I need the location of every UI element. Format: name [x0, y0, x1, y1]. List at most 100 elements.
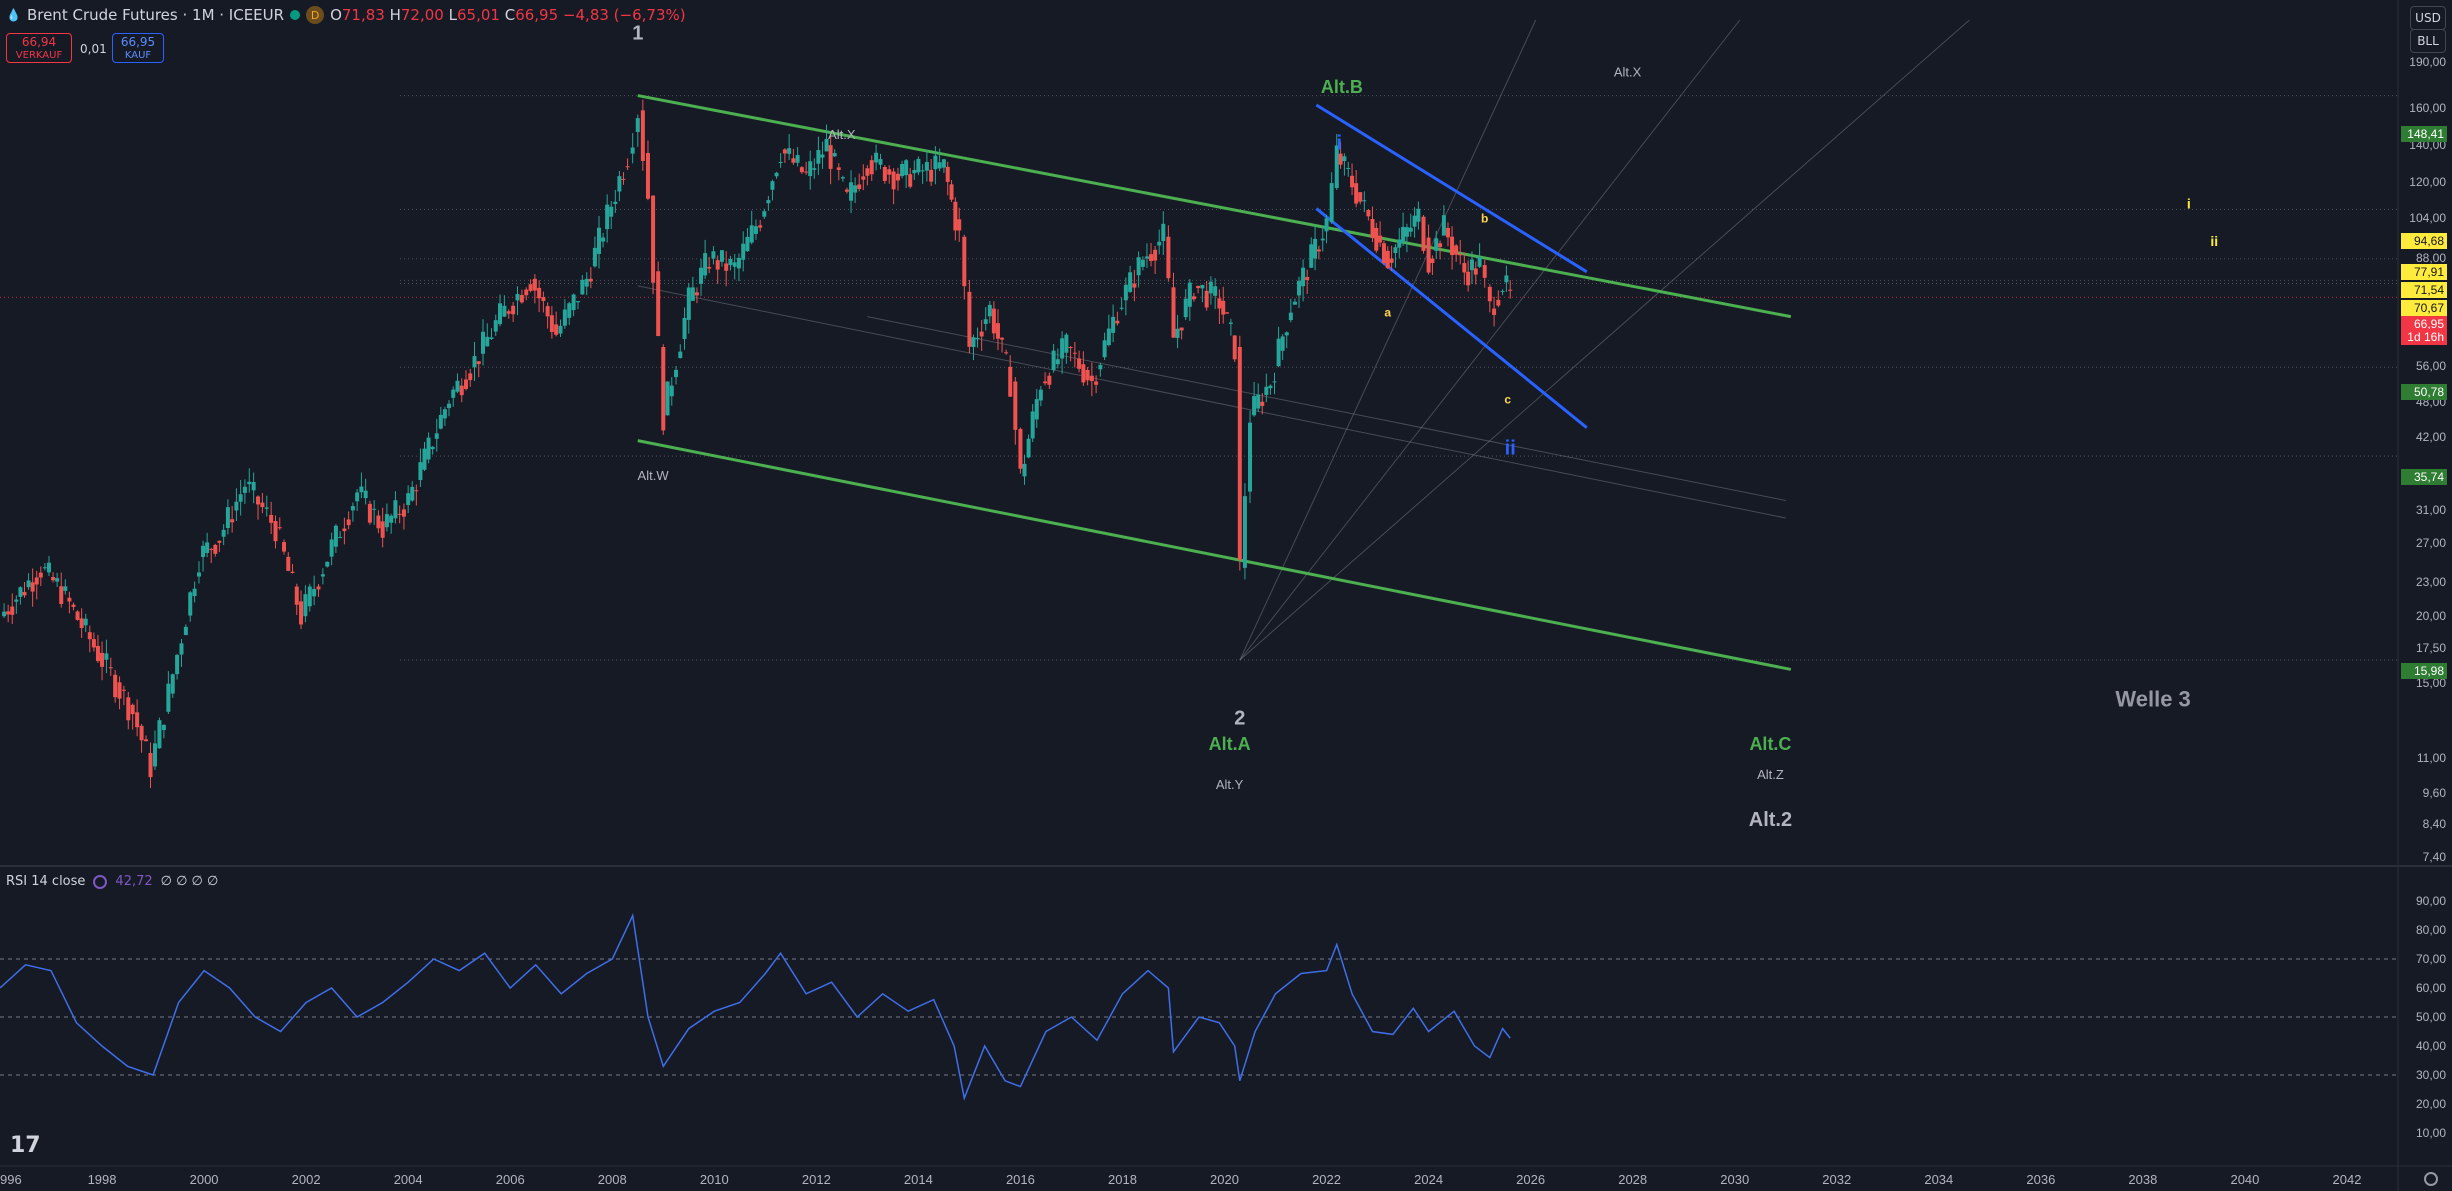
candle-down	[1366, 210, 1371, 217]
settings-gear-icon[interactable]	[2424, 1172, 2438, 1186]
candle-down	[476, 361, 481, 365]
oil-drop-icon: 💧	[6, 8, 21, 22]
candle-up	[1252, 396, 1257, 416]
price-tag	[2401, 264, 2447, 280]
tradingview-logo-icon[interactable]: 17	[10, 1133, 41, 1158]
candle-up	[1408, 227, 1413, 232]
candle-up	[247, 481, 252, 485]
rsi-axis[interactable]: 90,00 80,00 70,00 60,00 50,00 40,00 30,00 20,00…	[2416, 894, 2446, 1140]
buy-button[interactable]: 66,95 KAUF	[112, 33, 164, 63]
candle-down	[1225, 312, 1230, 314]
candle-up	[1051, 350, 1056, 370]
wave-label-a: a	[1384, 306, 1391, 320]
candle-up	[410, 486, 415, 501]
channel-lower-blue	[1315, 207, 1588, 429]
candle-down	[537, 287, 542, 299]
candle-up	[442, 409, 447, 419]
candle-down	[962, 236, 967, 287]
buy-label: KAUF	[124, 50, 152, 61]
candle-down	[1378, 235, 1383, 243]
time-tick-label: 2004	[394, 1172, 423, 1187]
candle-down	[1179, 327, 1184, 331]
candle-down	[967, 291, 972, 347]
candle-up	[1064, 334, 1069, 353]
candle-up	[422, 448, 427, 470]
rsi-extra-values: ∅ ∅ ∅ ∅	[160, 874, 219, 889]
rsi-line	[0, 912, 1511, 1101]
candle-up	[1055, 359, 1060, 365]
candle-down	[463, 379, 468, 389]
interval-badge[interactable]: D	[306, 6, 325, 24]
candle-up	[493, 320, 498, 332]
candle-down	[782, 149, 787, 154]
indicator-settings-icon[interactable]	[93, 874, 108, 889]
candle-up	[686, 287, 691, 320]
candle-down	[625, 166, 630, 168]
candle-down	[1132, 283, 1137, 288]
candle-up	[933, 155, 938, 170]
candle-up	[201, 545, 206, 558]
candle-up	[46, 562, 51, 573]
wave-label-alt-2: Alt.2	[1749, 809, 1792, 831]
symbol-title[interactable]: Brent Crude Futures · 1M · ICEEUR	[26, 6, 285, 24]
candle-down	[316, 586, 321, 590]
candle-up	[333, 525, 338, 547]
candle-up	[161, 724, 166, 731]
candle-up	[434, 433, 439, 439]
currency-button[interactable]: USD	[2410, 6, 2446, 30]
time-axis[interactable]: 996 1998 2000 2002 2004 2006 2008 2010 2012 2014 2…	[0, 1172, 2361, 1187]
time-tick-label: 2028	[1618, 1172, 1647, 1187]
candle-down	[715, 260, 720, 270]
candle-up	[196, 572, 201, 577]
unit-button[interactable]: BLL	[2410, 29, 2446, 53]
price-tag	[2401, 126, 2447, 142]
candle-down	[1462, 263, 1467, 273]
change-value: −4,83 (−6,73%)	[562, 6, 686, 24]
candle-up	[1123, 284, 1128, 301]
time-tick-label: 2000	[190, 1172, 219, 1187]
open-label: O	[330, 6, 342, 24]
candle-down	[979, 331, 984, 337]
candle-down	[799, 167, 804, 173]
candle-up	[853, 185, 858, 193]
candle-up	[1276, 338, 1281, 367]
candle-down	[30, 582, 35, 592]
wave-label-alt-y: Alt.Y	[1216, 777, 1244, 792]
wave-label-far-i: i	[2187, 196, 2191, 212]
price-axis[interactable]: 190,00160,00140,00120,00104,0088,0070,67…	[2401, 55, 2447, 864]
candle-up	[820, 154, 825, 158]
candle-up	[329, 539, 334, 557]
candle-down	[1316, 249, 1321, 252]
candle-down	[844, 189, 849, 192]
candle-up	[778, 162, 783, 164]
candle-up	[916, 158, 921, 173]
candle-up	[1140, 259, 1145, 267]
time-tick-label: 2018	[1108, 1172, 1137, 1187]
candle-down	[38, 572, 43, 578]
time-tick-label: 2002	[292, 1172, 321, 1187]
candle-up	[1329, 183, 1334, 223]
candle-down	[694, 292, 699, 296]
candle-up	[592, 247, 597, 267]
candle-up	[1248, 422, 1253, 492]
candle-down	[656, 271, 661, 337]
candle-up	[774, 172, 779, 177]
candle-up	[812, 168, 817, 170]
price-tag-label: 50,78	[2414, 385, 2444, 399]
candle-down	[908, 174, 913, 187]
candle-up	[674, 369, 679, 378]
candle-down	[869, 160, 874, 175]
rsi-title[interactable]: RSI 14 close	[6, 874, 86, 889]
sell-label: VERKAUF	[15, 50, 63, 61]
candle-down	[342, 528, 347, 532]
price-tag-label: 70,67	[2414, 301, 2444, 315]
sell-button[interactable]: 66,94 VERKAUF	[6, 33, 72, 63]
candle-up	[1397, 239, 1402, 248]
time-tick-label: 2014	[904, 1172, 933, 1187]
candle-up	[840, 177, 845, 179]
rsi-tick-label: 30,00	[2416, 1068, 2446, 1082]
ohlc-values: O71,83 H72,00 L65,01 C66,95 −4,83 (−6,73…	[330, 6, 686, 24]
candle-up	[753, 226, 758, 234]
candle-down	[135, 712, 140, 728]
